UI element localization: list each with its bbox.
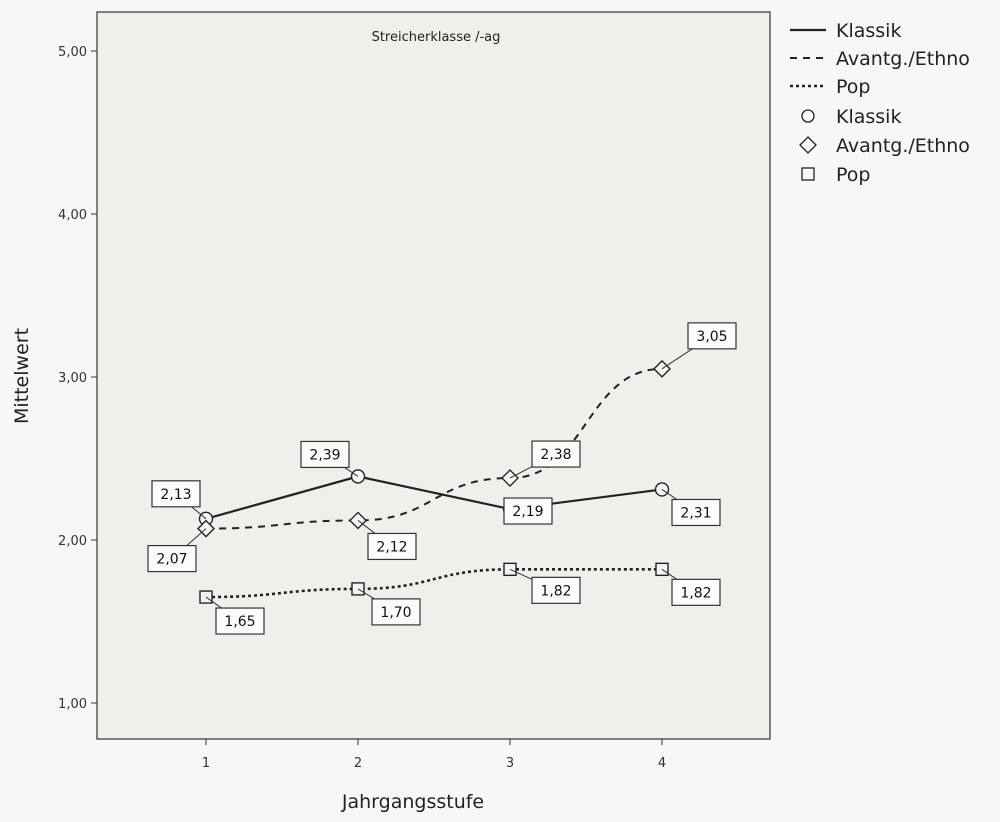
data-label: 2,12 <box>376 539 407 555</box>
data-label-box <box>503 497 553 525</box>
plot-background <box>96 11 771 740</box>
legend-marker-swatch <box>799 136 817 154</box>
data-label-box <box>371 598 421 626</box>
data-label-box <box>147 544 197 573</box>
series-line <box>205 475 663 520</box>
legend-line-label: Klassik <box>836 20 901 42</box>
data-label: 2,13 <box>160 487 191 503</box>
data-label: 3,05 <box>696 329 727 345</box>
plot-title: Streicherklasse /-ag <box>372 30 501 45</box>
data-label: 2,19 <box>512 504 543 520</box>
data-label-box <box>531 440 581 468</box>
data-label: 2,38 <box>540 447 571 463</box>
series-line <box>205 568 662 599</box>
legend: Klassik Avantg./Ethno Pop Klassik Avantg./Et… <box>790 20 970 186</box>
legend-marker-swatch <box>801 109 815 123</box>
legend-marker-label: Avantg./Ethno <box>836 135 970 157</box>
data-label-box <box>531 576 581 604</box>
data-label-box <box>671 578 721 606</box>
legend-line-label: Avantg./Ethno <box>836 48 970 70</box>
x-axis-title: Jahrgangsstufe <box>341 791 484 813</box>
data-label: 1,82 <box>540 583 571 599</box>
data-label: 2,07 <box>156 552 187 568</box>
y-axis-title: Mittelwert <box>11 328 33 424</box>
legend-marker-label: Klassik <box>836 106 901 128</box>
y-tick-label: 1,00 <box>58 697 87 712</box>
series-avantg-ethno: 2,07 2,12 2,38 3,05 <box>147 322 737 573</box>
data-label: 2,31 <box>680 505 711 521</box>
data-label-box <box>367 532 417 561</box>
series-klassik: 2,13 2,39 2,19 2,31 <box>151 440 721 527</box>
y-tick-label: 5,00 <box>58 45 87 60</box>
y-tick-label: 2,00 <box>58 534 87 549</box>
x-tick-label: 3 <box>506 756 514 771</box>
x-tick-label: 4 <box>658 756 666 771</box>
data-label-box <box>215 607 265 635</box>
series-line <box>205 367 663 530</box>
legend-marker-label: Pop <box>836 164 870 186</box>
x-axis: 1 2 3 4 <box>202 739 666 771</box>
data-label: 1,82 <box>680 585 711 601</box>
data-label: 2,39 <box>309 447 340 463</box>
data-label: 1,70 <box>380 605 411 621</box>
data-label-box <box>300 440 350 469</box>
y-tick-label: 4,00 <box>58 208 87 223</box>
series-pop: 1,65 1,70 1,82 1,82 <box>199 562 721 635</box>
x-tick-label: 2 <box>354 756 362 771</box>
y-tick-label: 3,00 <box>58 371 87 386</box>
data-label-box <box>687 322 737 350</box>
data-label-box <box>671 498 721 527</box>
data-label-box <box>151 480 201 508</box>
data-label: 1,65 <box>224 614 255 630</box>
series-layer: 2,13 2,39 2,19 2,31 2,07 2,12 2,38 3,05 1,65 1,70… <box>147 322 737 635</box>
x-tick-label: 1 <box>202 756 210 771</box>
legend-line-label: Pop <box>836 76 870 98</box>
y-axis: 1,00 2,00 3,00 4,00 5,00 <box>58 45 97 712</box>
legend-marker-swatch <box>801 167 815 181</box>
